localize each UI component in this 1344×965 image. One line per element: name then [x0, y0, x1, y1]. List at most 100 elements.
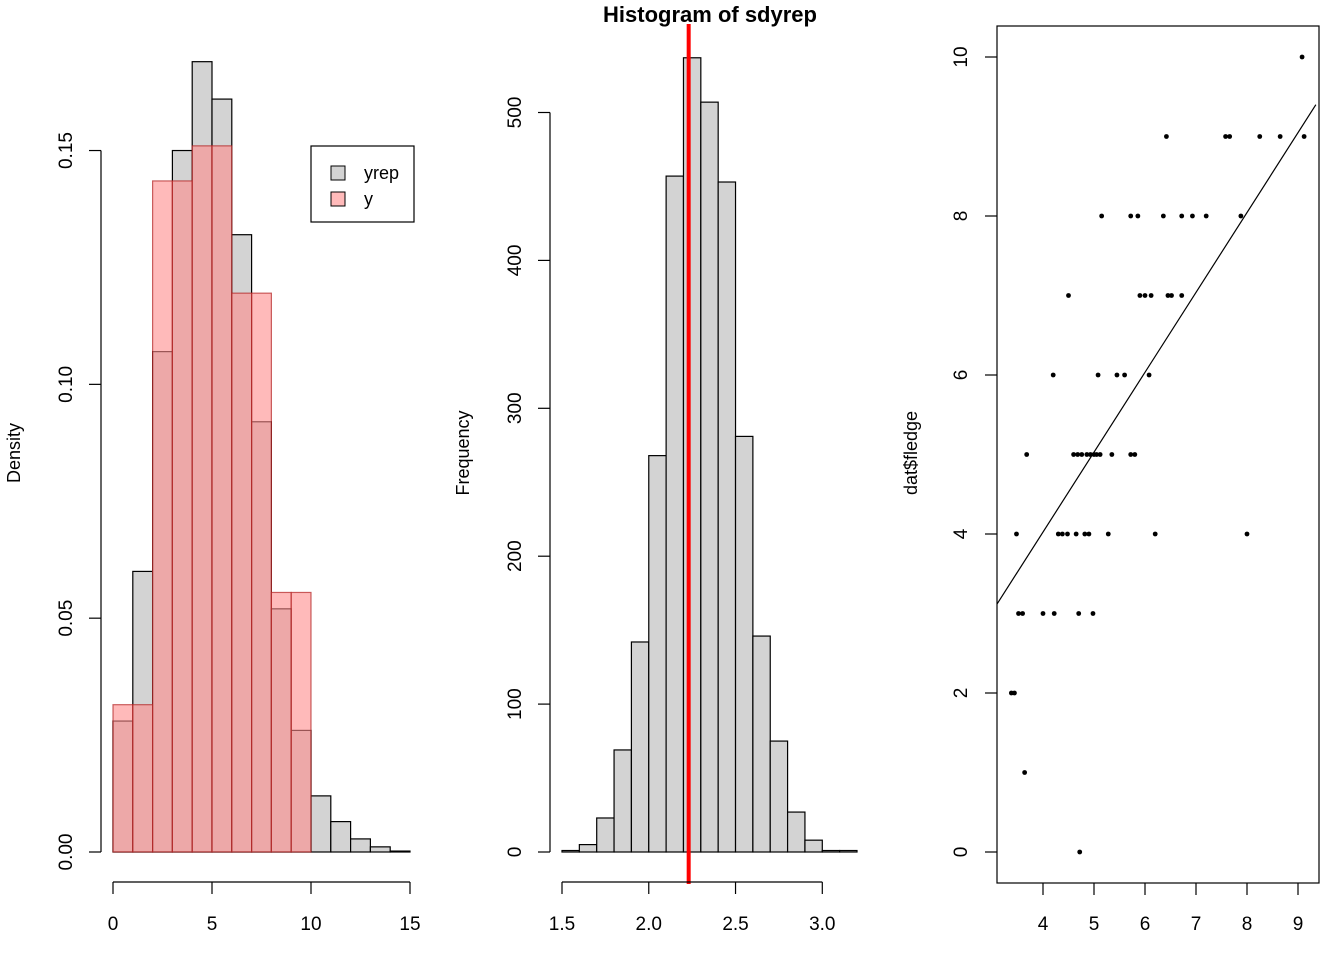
data-point [1169, 293, 1174, 298]
data-point [1099, 213, 1105, 219]
data-point [1244, 531, 1250, 537]
y-axis-label: dat$fledge [901, 411, 921, 495]
x-tick-label: 2.0 [636, 914, 662, 935]
histogram-bar [786, 811, 806, 853]
x-tick-label: 9 [1293, 914, 1304, 935]
y-tick-label: 0.05 [56, 600, 77, 637]
y-tick-label: 500 [505, 97, 526, 129]
y-tick-label: 2 [951, 688, 972, 699]
y-tick-label: 200 [505, 540, 526, 572]
sdyrep-histogram-panel: 1.5 2.0 2.5 3.0 0 100 200 300 400 500 Frequency His… [453, 2, 858, 935]
data-point [1050, 372, 1056, 378]
histogram-bar [561, 849, 580, 853]
data-point [1114, 372, 1120, 378]
x-tick-label: 4 [1038, 914, 1049, 935]
plot-box [996, 25, 1320, 884]
bar-y [132, 704, 154, 853]
data-point [1024, 452, 1030, 457]
x-tick-label: 15 [399, 914, 420, 935]
data-point [1146, 372, 1152, 378]
data-point [1014, 531, 1019, 537]
y-axis-label: Frequency [453, 410, 473, 495]
data-point [1076, 611, 1082, 616]
data-point [1012, 690, 1017, 696]
bar-y [112, 704, 134, 853]
data-point [1299, 54, 1305, 60]
x-tick-label: 10 [300, 914, 321, 935]
data-point [1088, 452, 1093, 457]
bar-y [251, 292, 273, 853]
data-point [1109, 452, 1115, 457]
data-point [1090, 611, 1096, 616]
bar-y [191, 145, 213, 853]
legend-swatch [330, 165, 346, 181]
chart-title: Histogram of sdyrep [603, 2, 817, 27]
data-point [1142, 293, 1148, 298]
y-tick-label: 0.00 [56, 834, 77, 871]
data-point [1059, 531, 1065, 537]
data-point [1071, 452, 1076, 457]
bar-yrep [369, 846, 391, 853]
data-point [1179, 213, 1185, 219]
data-point [1165, 293, 1171, 298]
histogram-bar [682, 57, 702, 853]
density-histogram-panel: 0 5 10 15 0.00 0.05 0.10 0.15 Density yrep y [4, 61, 421, 935]
y-tick-label: 0.10 [56, 366, 77, 403]
legend-label: y [364, 189, 373, 209]
y-axis-label: Density [4, 423, 24, 483]
data-point [1065, 531, 1070, 537]
histogram-bar [596, 817, 615, 853]
histogram-bar [578, 844, 598, 853]
histogram-bar [821, 849, 841, 853]
y-tick-label: 4 [951, 528, 972, 539]
data-point [1016, 611, 1021, 616]
data-point [1301, 134, 1307, 139]
x-tick-label: 0 [108, 914, 119, 935]
bar-y [290, 591, 312, 853]
legend-box [310, 145, 415, 223]
data-point [1160, 213, 1166, 219]
histogram-bar [648, 455, 667, 853]
regression-line [996, 104, 1317, 605]
data-point [1223, 134, 1228, 139]
data-point [1148, 293, 1154, 298]
data-point [1152, 531, 1158, 537]
data-point [1040, 611, 1046, 616]
y-tick-label: 10 [951, 46, 972, 67]
data-point [1077, 849, 1083, 855]
y-tick-label: 400 [505, 245, 526, 277]
data-point [1128, 213, 1134, 219]
histogram-bar [613, 749, 633, 853]
legend-label: yrep [364, 163, 399, 183]
bar-yrep [310, 795, 332, 853]
data-point [1227, 134, 1233, 139]
bar-yrep [330, 821, 352, 853]
data-point [1277, 134, 1283, 139]
bar-y [152, 180, 174, 853]
histogram-bar [839, 849, 858, 853]
bar-y [211, 145, 233, 853]
bar-y [270, 591, 292, 853]
x-tick-label: 5 [207, 914, 218, 935]
legend-swatch [330, 191, 346, 207]
data-point [1095, 372, 1101, 378]
data-point [1238, 213, 1244, 219]
data-point [1094, 452, 1099, 457]
histogram-bar [752, 635, 771, 853]
histogram-bar [665, 175, 685, 853]
histogram-bar [804, 839, 823, 853]
data-point [1082, 531, 1088, 537]
data-point [1257, 134, 1263, 139]
data-point [1105, 531, 1111, 537]
bar-yrep [389, 850, 411, 853]
data-point [1055, 531, 1061, 537]
data-point [1020, 611, 1025, 616]
x-tick-label: 8 [1242, 914, 1253, 935]
data-point [1137, 293, 1143, 298]
histogram-bar [769, 740, 789, 853]
data-point [1135, 213, 1141, 219]
data-point [1128, 452, 1134, 457]
x-tick-label: 2.5 [722, 914, 748, 935]
